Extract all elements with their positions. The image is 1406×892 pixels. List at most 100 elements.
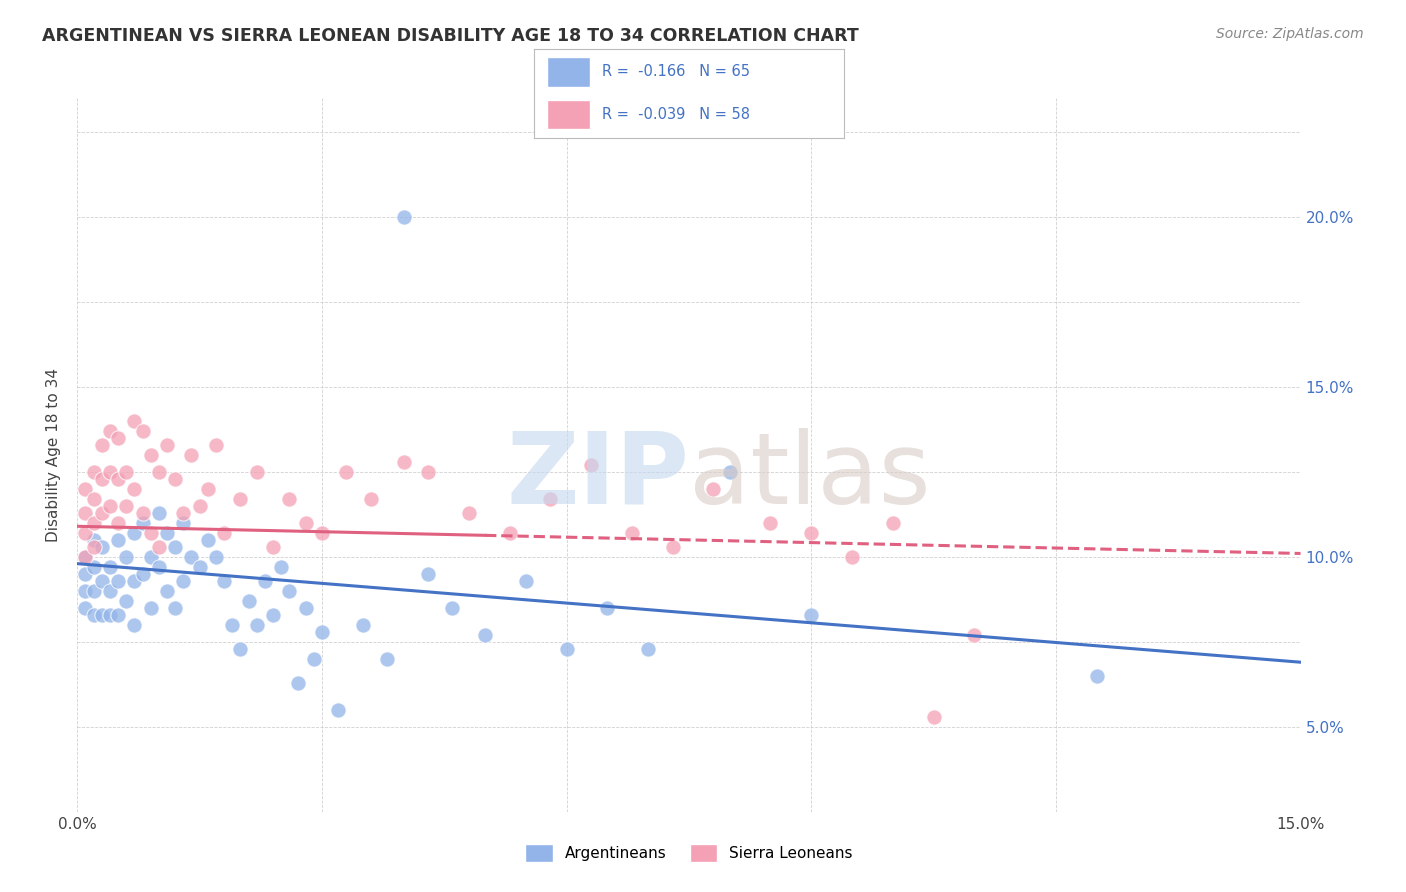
Point: [172, 506, 194, 520]
Point: [156, 526, 179, 541]
Point: [107, 574, 129, 588]
Point: [75, 600, 97, 615]
Point: [83, 516, 105, 530]
Point: [620, 526, 643, 541]
Point: [180, 549, 202, 564]
Point: [392, 210, 415, 224]
Point: [294, 516, 316, 530]
Point: [188, 499, 211, 513]
Point: [124, 574, 146, 588]
Point: [661, 540, 683, 554]
Point: [246, 617, 269, 632]
Point: [165, 540, 187, 554]
Point: [538, 492, 561, 507]
Point: [90, 574, 112, 588]
Point: [148, 465, 170, 479]
Point: [165, 600, 187, 615]
Point: [360, 492, 382, 507]
Point: [262, 607, 284, 622]
Point: [335, 465, 357, 479]
Point: [115, 499, 138, 513]
Point: [188, 560, 211, 574]
Point: [392, 455, 415, 469]
Text: R =  -0.039   N = 58: R = -0.039 N = 58: [602, 107, 751, 122]
Point: [596, 600, 619, 615]
Point: [165, 472, 187, 486]
Point: [287, 675, 309, 690]
Point: [131, 516, 153, 530]
Point: [221, 617, 243, 632]
FancyBboxPatch shape: [547, 57, 591, 87]
Point: [1085, 669, 1108, 683]
Point: [555, 641, 578, 656]
Point: [637, 641, 659, 656]
Point: [156, 438, 179, 452]
Point: [172, 516, 194, 530]
Point: [98, 560, 121, 574]
Point: [238, 594, 260, 608]
Point: [579, 458, 602, 472]
Point: [83, 560, 105, 574]
Point: [83, 465, 105, 479]
Point: [229, 492, 252, 507]
Point: [148, 506, 170, 520]
Point: [156, 583, 179, 598]
Y-axis label: Disability Age 18 to 34: Disability Age 18 to 34: [46, 368, 62, 542]
Point: [197, 482, 219, 496]
Point: [139, 600, 162, 615]
Point: [98, 499, 121, 513]
Text: R =  -0.166   N = 65: R = -0.166 N = 65: [602, 64, 751, 79]
Point: [457, 506, 479, 520]
Point: [131, 566, 153, 581]
FancyBboxPatch shape: [547, 100, 591, 129]
Point: [139, 549, 162, 564]
Point: [98, 424, 121, 438]
Point: [278, 492, 301, 507]
Point: [278, 583, 301, 598]
Point: [148, 540, 170, 554]
Point: [498, 526, 520, 541]
Point: [83, 540, 105, 554]
Point: [718, 465, 741, 479]
Point: [90, 607, 112, 622]
Point: [352, 617, 374, 632]
Point: [702, 482, 724, 496]
Point: [107, 431, 129, 445]
Point: [800, 526, 823, 541]
Point: [882, 516, 904, 530]
Point: [83, 492, 105, 507]
Point: [124, 617, 146, 632]
Point: [90, 472, 112, 486]
Point: [107, 516, 129, 530]
Point: [922, 709, 945, 723]
Point: [375, 652, 398, 666]
Point: [90, 438, 112, 452]
Point: [229, 641, 252, 656]
Text: atlas: atlas: [689, 428, 931, 524]
Point: [124, 414, 146, 428]
Point: [800, 607, 823, 622]
Point: [148, 560, 170, 574]
Point: [311, 526, 333, 541]
Point: [759, 516, 782, 530]
Point: [172, 574, 194, 588]
Point: [107, 607, 129, 622]
Point: [262, 540, 284, 554]
Point: [131, 506, 153, 520]
Point: [963, 628, 986, 642]
Point: [311, 624, 333, 639]
Point: [474, 628, 496, 642]
Point: [98, 465, 121, 479]
Point: [75, 549, 97, 564]
Point: [212, 574, 235, 588]
Point: [90, 540, 112, 554]
Point: [841, 549, 863, 564]
Point: [107, 533, 129, 547]
Point: [75, 583, 97, 598]
Point: [253, 574, 276, 588]
Point: [83, 533, 105, 547]
Legend: Argentineans, Sierra Leoneans: Argentineans, Sierra Leoneans: [519, 838, 859, 868]
Text: ZIP: ZIP: [506, 428, 689, 524]
Point: [75, 482, 97, 496]
Point: [131, 424, 153, 438]
